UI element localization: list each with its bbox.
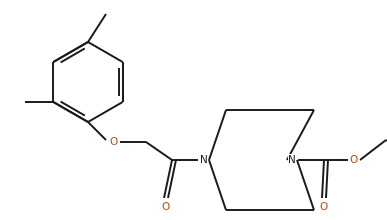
Text: N: N (200, 155, 208, 165)
Text: O: O (109, 137, 117, 147)
Text: O: O (320, 202, 328, 212)
Text: O: O (350, 155, 358, 165)
Text: N: N (288, 155, 296, 165)
Text: O: O (162, 202, 170, 212)
